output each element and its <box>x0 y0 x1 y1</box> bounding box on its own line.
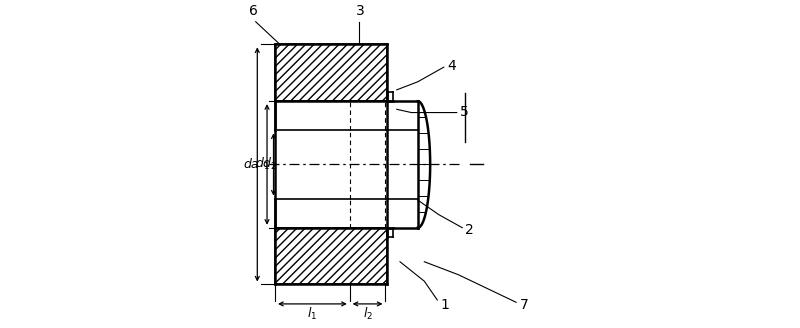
Text: d$_2$: d$_2$ <box>262 156 277 173</box>
Text: 6: 6 <box>249 4 258 18</box>
Text: d$_1$: d$_1$ <box>254 156 270 173</box>
Text: da: da <box>244 158 259 171</box>
Text: 4: 4 <box>447 59 456 73</box>
Text: 7: 7 <box>520 298 529 312</box>
Text: $l_1$: $l_1$ <box>307 306 318 322</box>
Polygon shape <box>275 45 387 101</box>
Text: 1: 1 <box>441 298 450 312</box>
Text: 5: 5 <box>460 105 469 119</box>
Text: 3: 3 <box>356 4 365 18</box>
Polygon shape <box>275 228 387 284</box>
Text: 2: 2 <box>465 223 474 237</box>
Text: $l_2$: $l_2$ <box>362 306 373 322</box>
